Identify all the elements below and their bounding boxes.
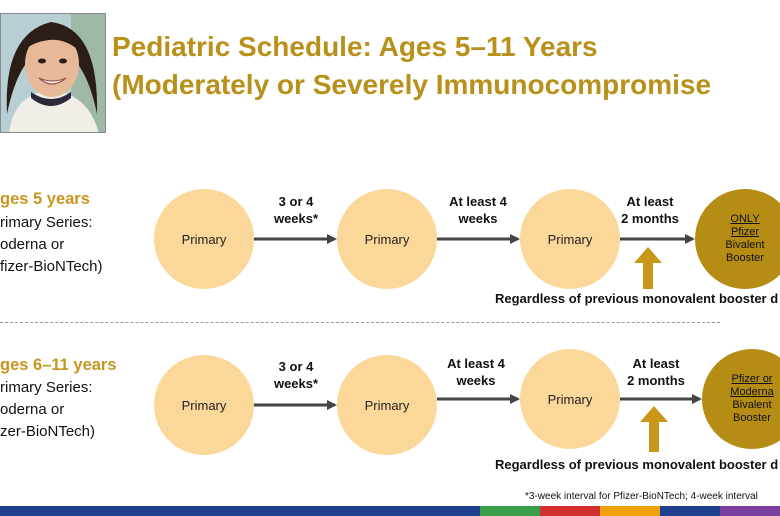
row2-desc-1: rimary Series: bbox=[0, 379, 93, 396]
row1-interval-1-label: 3 or 4 weeks* bbox=[273, 194, 319, 226]
row1-desc-2: oderna or bbox=[0, 236, 65, 253]
row1-up-arrow bbox=[634, 247, 662, 289]
row1-desc-3: fizer-BioNTech) bbox=[0, 258, 103, 275]
row2-primary-dose-3: Primary bbox=[520, 349, 620, 449]
row2-interval-3-label: At least 2 months bbox=[627, 356, 685, 388]
footer-bar-red bbox=[540, 506, 600, 516]
row2-up-arrow bbox=[640, 406, 668, 452]
row2-heading: ges 6–11 years bbox=[0, 356, 117, 374]
row2-desc-2: oderna or bbox=[0, 401, 65, 418]
row1-interval-3-label: At least 2 months bbox=[621, 194, 679, 226]
footnote: *3-week interval for Pfizer-BioNTech; 4-… bbox=[525, 491, 758, 502]
footer-bar-blue bbox=[0, 506, 480, 516]
row2-interval-2-label: At least 4 weeks bbox=[447, 356, 505, 388]
footer-bar-purple bbox=[720, 506, 780, 516]
page-subtitle: (Moderately or Severely Immunocompromise bbox=[112, 69, 712, 100]
section-divider bbox=[0, 322, 720, 323]
row2-booster-note: Regardless of previous monovalent booste… bbox=[495, 457, 779, 472]
row2-primary-dose-2: Primary bbox=[337, 355, 437, 455]
footer-bar-orange bbox=[600, 506, 660, 516]
row2-primary-dose-1: Primary bbox=[154, 355, 254, 455]
row1-interval-2-label: At least 4 weeks bbox=[449, 194, 507, 226]
row2-booster-circle: Pfizer or Moderna Bivalent Booster bbox=[702, 349, 780, 449]
footer-bar-green bbox=[480, 506, 540, 516]
row1-primary-dose-2: Primary bbox=[337, 189, 437, 289]
row1-desc-1: rimary Series: bbox=[0, 214, 93, 231]
child-portrait-photo bbox=[0, 13, 106, 133]
row1-arrows bbox=[254, 234, 695, 289]
row2-desc-3: zer-BioNTech) bbox=[0, 423, 96, 440]
page-title: Pediatric Schedule: Ages 5–11 Years bbox=[112, 31, 598, 62]
row2-interval-1-label: 3 or 4 weeks* bbox=[273, 359, 319, 391]
row1-booster-note: Regardless of previous monovalent booste… bbox=[495, 291, 779, 306]
row1-booster-circle: ONLY Pfizer Bivalent Booster bbox=[695, 189, 780, 289]
row1-heading: ges 5 years bbox=[0, 190, 90, 208]
row1-primary-dose-3: Primary bbox=[520, 189, 620, 289]
row2-arrows bbox=[254, 394, 702, 452]
row1-primary-dose-1: Primary bbox=[154, 189, 254, 289]
footer-bar-navy bbox=[660, 506, 720, 516]
